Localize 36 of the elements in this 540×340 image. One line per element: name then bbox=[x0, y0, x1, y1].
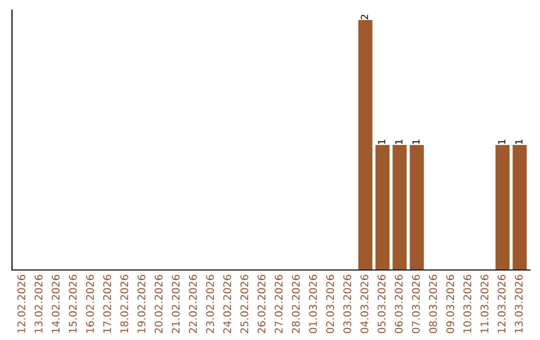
x-tick-label: 20.02.2026 bbox=[154, 274, 163, 334]
x-tick-label: 28.02.2026 bbox=[292, 274, 300, 334]
x-tick-label: 19.02.2026 bbox=[138, 274, 146, 333]
x-tick-label: 21.02.2026 bbox=[172, 274, 180, 334]
x-tick-label: 23.02.2026 bbox=[206, 274, 214, 334]
x-tick-label: 12.03.2026 bbox=[498, 274, 506, 333]
x-tick-label: 10.03.2026 bbox=[463, 274, 472, 333]
x-tick-label: 16.02.2026 bbox=[86, 274, 94, 333]
data-label: 2 bbox=[360, 14, 368, 20]
x-tick-label: 17.02.2026 bbox=[103, 274, 112, 333]
x-tick-label: 14.02.2026 bbox=[52, 274, 60, 333]
x-tick-label: 11.03.2026 bbox=[480, 274, 488, 333]
data-label: 1 bbox=[412, 140, 420, 144]
x-tick-label: 27.02.2026 bbox=[274, 274, 283, 334]
data-label: 1 bbox=[498, 140, 506, 144]
x-tick-label: 13.03.2026 bbox=[514, 274, 523, 333]
x-tick-label: 05.03.2026 bbox=[378, 274, 386, 334]
x-tick-label: 03.03.2026 bbox=[343, 274, 352, 334]
data-label: 1 bbox=[395, 140, 402, 144]
x-tick-label: 02.03.2026 bbox=[326, 274, 334, 334]
x-tick-label: 07.03.2026 bbox=[412, 274, 420, 334]
x-tick-label: 25.02.2026 bbox=[240, 274, 248, 334]
x-tick-label: 13.02.2026 bbox=[34, 274, 42, 333]
x-tick-label: 22.02.2026 bbox=[188, 274, 197, 334]
x-tick-label: 09.03.2026 bbox=[446, 274, 454, 334]
x-tick-label: 01.03.2026 bbox=[309, 274, 317, 334]
x-tick-label: 26.02.2026 bbox=[258, 274, 266, 334]
x-tick-label: 04.03.2026 bbox=[360, 274, 368, 334]
x-tick-label: 24.02.2026 bbox=[223, 274, 232, 334]
data-label: 1 bbox=[378, 140, 386, 144]
x-tick-label: 08.03.2026 bbox=[429, 274, 437, 334]
x-tick-label: 12.02.2026 bbox=[17, 274, 26, 333]
data-label: 1 bbox=[515, 140, 522, 144]
x-tick-label: 15.02.2026 bbox=[68, 274, 77, 333]
x-tick-label: 18.02.2026 bbox=[120, 274, 128, 333]
x-tick-label: 06.03.2026 bbox=[394, 274, 403, 334]
